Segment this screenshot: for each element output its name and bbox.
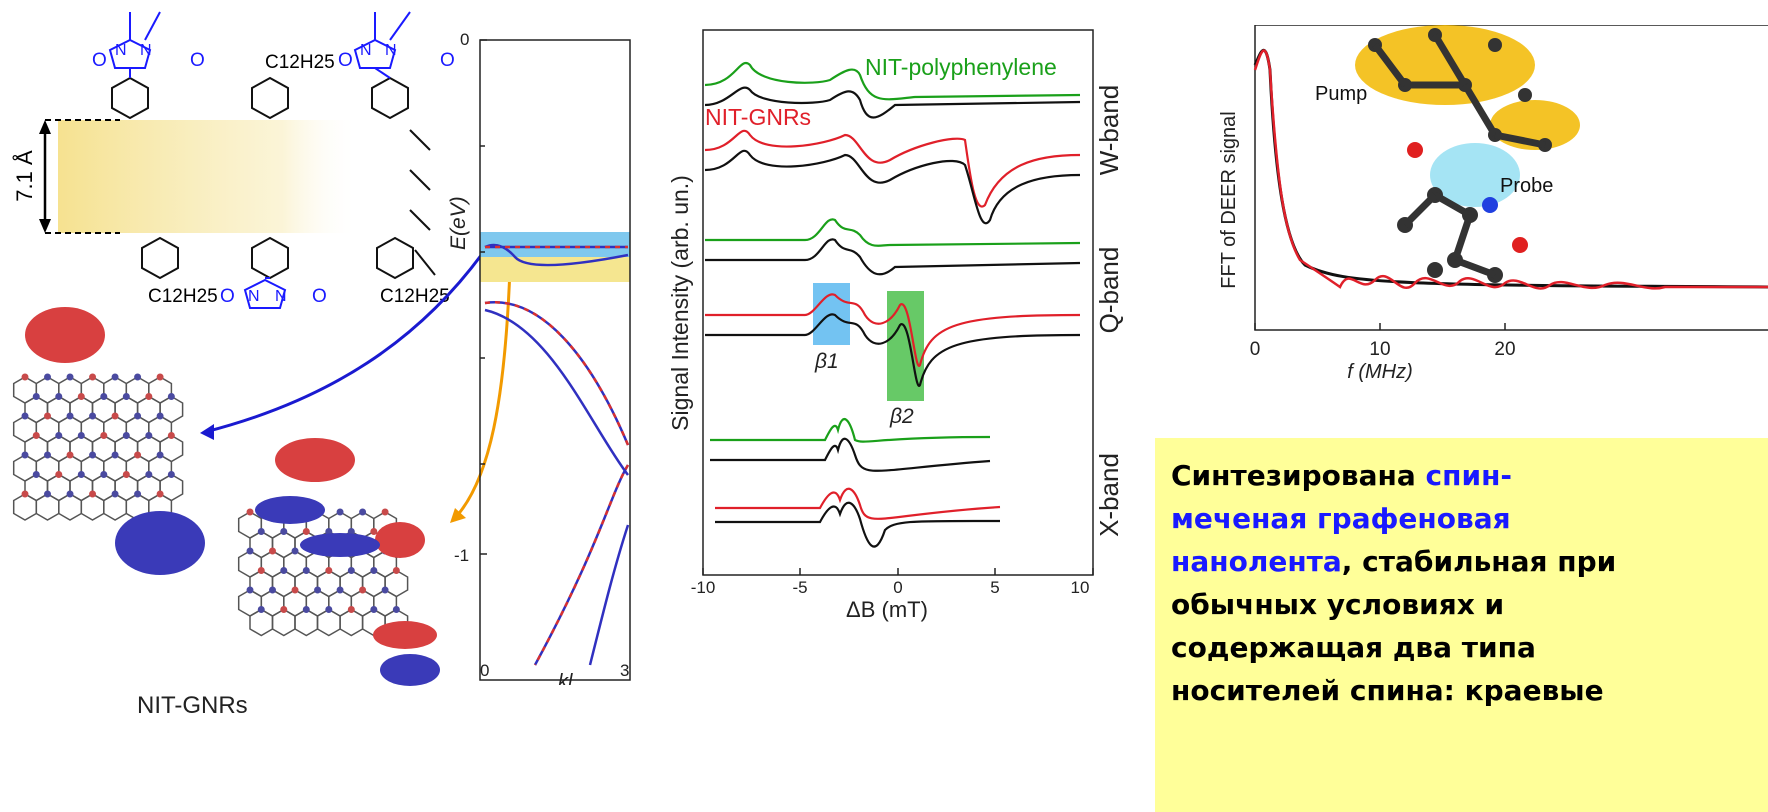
- label-nit-polyphenylene: NIT-polyphenylene: [865, 54, 1057, 80]
- summary-line6: носителей спина: краевые: [1171, 674, 1604, 707]
- label-q-band: Q-band: [1094, 247, 1124, 334]
- oxygen-label-2: O: [190, 50, 205, 71]
- deer-xlabel: f (MHz): [1347, 361, 1413, 383]
- nitrogen-label-6: N: [275, 288, 287, 305]
- deer-trace-red: [1253, 49, 1768, 290]
- spin-lobes-blue-edge: [255, 496, 440, 686]
- ribbon-width-highlight: [58, 120, 358, 233]
- aryl-rings: [111, 76, 436, 280]
- deer-fft-plot: Pump Probe 0 10 20 f (MHz) FFT of DEER s…: [1218, 25, 1768, 383]
- label-nit-gnrs: NIT-GNRs: [705, 104, 811, 130]
- oxygen-label-6: O: [312, 286, 327, 307]
- band-curves: [484, 243, 630, 666]
- band-highlight-yellow: [480, 257, 630, 282]
- epr-ylabel: Signal Intensity (arb. un.): [667, 175, 693, 431]
- connector-arrows: [200, 249, 512, 523]
- band-highlight-blue: [480, 232, 630, 257]
- epr-xtick-0: 0: [893, 578, 902, 597]
- summary-highlight3: нанолента: [1171, 545, 1342, 578]
- orange-connector-arrow: [453, 267, 512, 520]
- label-beta1: β1: [814, 350, 839, 373]
- epr-traces: [704, 61, 1081, 548]
- substituent-label-top: C12H25: [265, 52, 335, 73]
- band-structure-plot: 0 -1 0 3 kl E(eV): [447, 30, 631, 685]
- oxygen-label-4: O: [440, 50, 455, 71]
- summary-part2: , стабильная при: [1341, 545, 1617, 578]
- band-xtick-3: 3: [620, 661, 629, 680]
- label-beta2: β2: [889, 405, 914, 428]
- band-xlabel: kl: [558, 671, 573, 685]
- spin-lobe-red-top: [25, 307, 105, 363]
- band-ylabel: E(eV): [447, 196, 470, 250]
- nitrogen-label-2: N: [140, 42, 152, 59]
- substituent-label-bottom-right: C12H25: [380, 286, 450, 307]
- deer-ylabel: FFT of DEER signal: [1218, 111, 1240, 288]
- nit-radical-groups: [108, 11, 411, 309]
- spin-density-renderings: [12, 307, 440, 686]
- spin-density-nit-localized: [12, 373, 184, 521]
- deer-xtick-0: 0: [1250, 339, 1261, 360]
- summary-text: Синтезирована спин- меченая графеновая н…: [1171, 454, 1768, 712]
- nitrogen-label-5: N: [248, 288, 260, 305]
- spin-lobes-red-edge: [275, 438, 437, 649]
- oxygen-label-3: O: [338, 50, 353, 71]
- nitrogen-label-1: N: [115, 42, 127, 59]
- summary-line4: обычных условиях и: [1171, 588, 1505, 621]
- epr-xtick-neg10: -10: [691, 578, 716, 597]
- oxygen-label-1: O: [92, 50, 107, 71]
- epr-xtick-5: 5: [990, 578, 999, 597]
- blue-connector-arrow: [204, 249, 487, 434]
- deer-xtick-20: 20: [1494, 339, 1515, 360]
- caption-nit-gnrs: NIT-GNRs: [137, 692, 248, 719]
- substituent-label-bottom-left: C12H25: [148, 286, 218, 307]
- label-x-band: X-band: [1094, 453, 1124, 537]
- label-w-band: W-band: [1094, 85, 1124, 176]
- epr-spectra-plot: -10 -5 0 5 10 ΔB (mT) NIT-polyphenylene …: [667, 29, 1124, 622]
- summary-highlight1: спин-: [1425, 459, 1513, 492]
- spin-lobe-blue-bottom: [115, 511, 205, 575]
- deer-xtick-10: 10: [1369, 339, 1390, 360]
- label-pump: Pump: [1315, 83, 1367, 105]
- summary-line5: содержащая два типа: [1171, 631, 1536, 664]
- oxygen-label-5: O: [220, 286, 235, 307]
- band-ytick-0: 0: [460, 30, 469, 49]
- epr-xlabel: ΔB (mT): [846, 597, 928, 622]
- gnr-molecule-diagram: 7.1 Å O O O O O O N N N N N N C12H25 C12…: [12, 11, 455, 309]
- epr-xtick-10: 10: [1071, 578, 1090, 597]
- band-frame: [479, 39, 631, 681]
- nitrogen-label-3: N: [360, 42, 372, 59]
- width-label: 7.1 Å: [12, 150, 37, 202]
- band-xtick-0: 0: [480, 661, 489, 680]
- epr-xtick-neg5: -5: [792, 578, 807, 597]
- summary-highlight2: меченая графеновая: [1171, 502, 1511, 535]
- summary-highlight-box: Синтезирована спин- меченая графеновая н…: [1155, 438, 1768, 812]
- summary-part1: Синтезирована: [1171, 459, 1426, 492]
- nitrogen-label-4: N: [385, 42, 397, 59]
- label-probe: Probe: [1500, 175, 1553, 197]
- molecular-model-illustration: [1355, 25, 1580, 283]
- band-ytick-neg1: -1: [454, 546, 469, 565]
